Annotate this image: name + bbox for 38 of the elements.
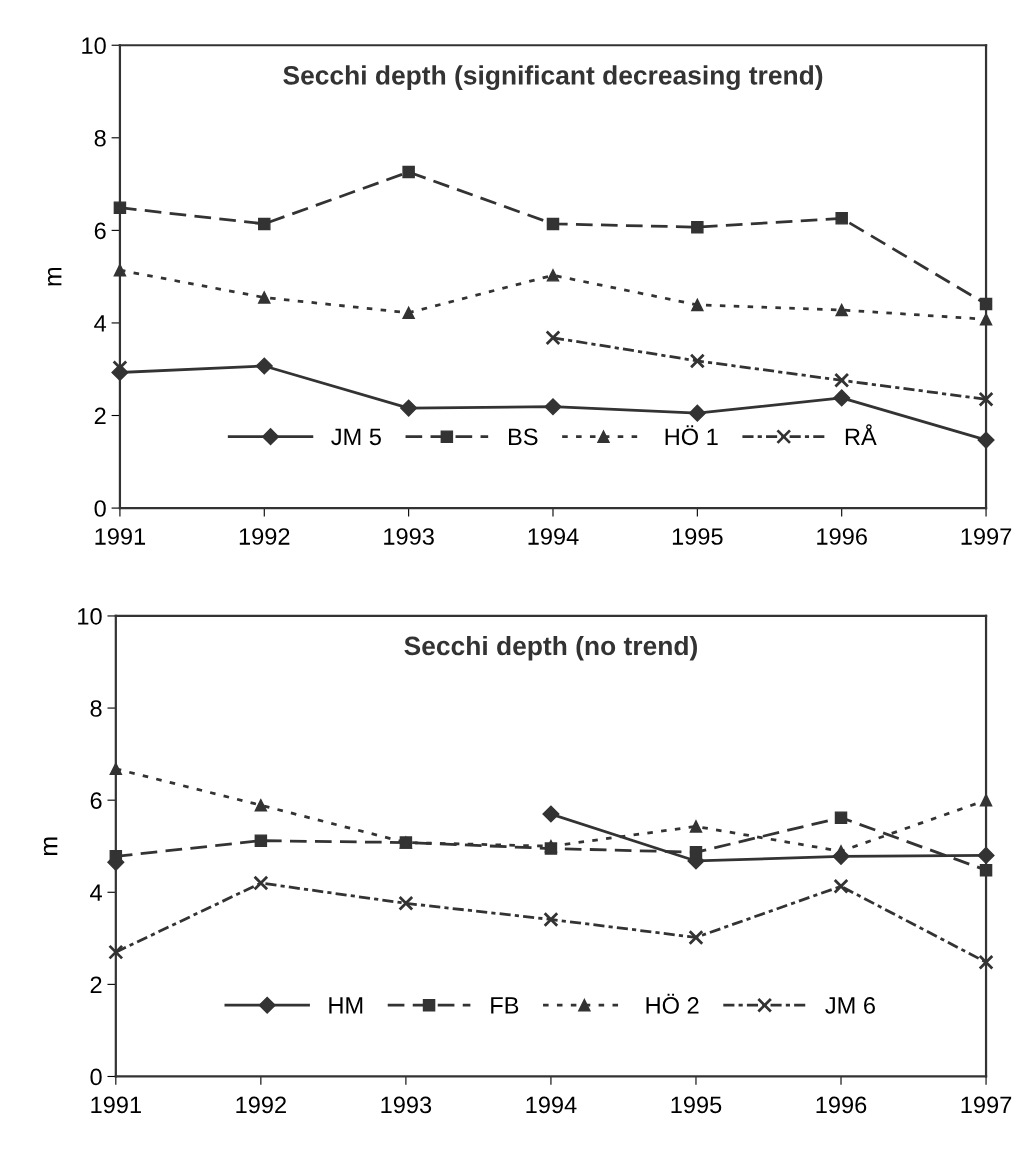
x-tick-label: 1995 <box>671 1096 722 1114</box>
legend-label: HÖ 1 <box>665 425 718 446</box>
x-tick-label: 1991 <box>91 1096 141 1114</box>
x-tick-label: 1997 <box>961 1096 1012 1114</box>
y-tick-label: 8 <box>90 700 102 717</box>
y-tick-label: 0 <box>90 1068 102 1086</box>
legend-label: JM 5 <box>331 428 381 446</box>
y-axis-title: m <box>43 837 58 855</box>
text: Secchi depth (no trend) <box>404 635 697 661</box>
x-tick-label: 1995 <box>672 528 723 545</box>
x-tick-label: 1994 <box>526 1096 577 1114</box>
y-tick-label: 2 <box>94 407 106 425</box>
text: Secchi depth (significant decreasing trend) <box>283 65 823 90</box>
y-tick-label: 4 <box>94 315 107 332</box>
legend-label: JM 6 <box>825 997 875 1014</box>
y-axis-title: m <box>47 267 62 286</box>
legend-label: HÖ 2 <box>646 993 699 1014</box>
x-tick-label: 1993 <box>384 528 434 545</box>
x-tick-label: 1996 <box>817 528 867 545</box>
y-tick-label: 2 <box>90 976 102 993</box>
y-tick-label: 0 <box>94 500 106 517</box>
x-tick-label: 1996 <box>816 1096 867 1114</box>
x-tick-label: 1992 <box>236 1096 286 1114</box>
legend-label: BS <box>509 428 538 446</box>
legend-label: HM <box>329 997 363 1014</box>
x-tick-label: 1991 <box>95 528 146 545</box>
x-tick-label: 1994 <box>528 528 579 545</box>
x-tick-label: 1993 <box>381 1096 432 1114</box>
x-tick-label: 1997 <box>961 528 1012 545</box>
y-tick-label: 6 <box>94 222 106 240</box>
y-tick-label: 4 <box>90 884 102 901</box>
y-tick-label: 6 <box>90 792 102 809</box>
y-tick-label: 10 <box>78 608 102 625</box>
legend-label: FB <box>491 997 519 1014</box>
legend-label: RÅ <box>845 424 877 445</box>
y-tick-label: 10 <box>82 37 106 55</box>
x-tick-label: 1992 <box>239 528 290 545</box>
y-tick-label: 8 <box>94 129 106 147</box>
